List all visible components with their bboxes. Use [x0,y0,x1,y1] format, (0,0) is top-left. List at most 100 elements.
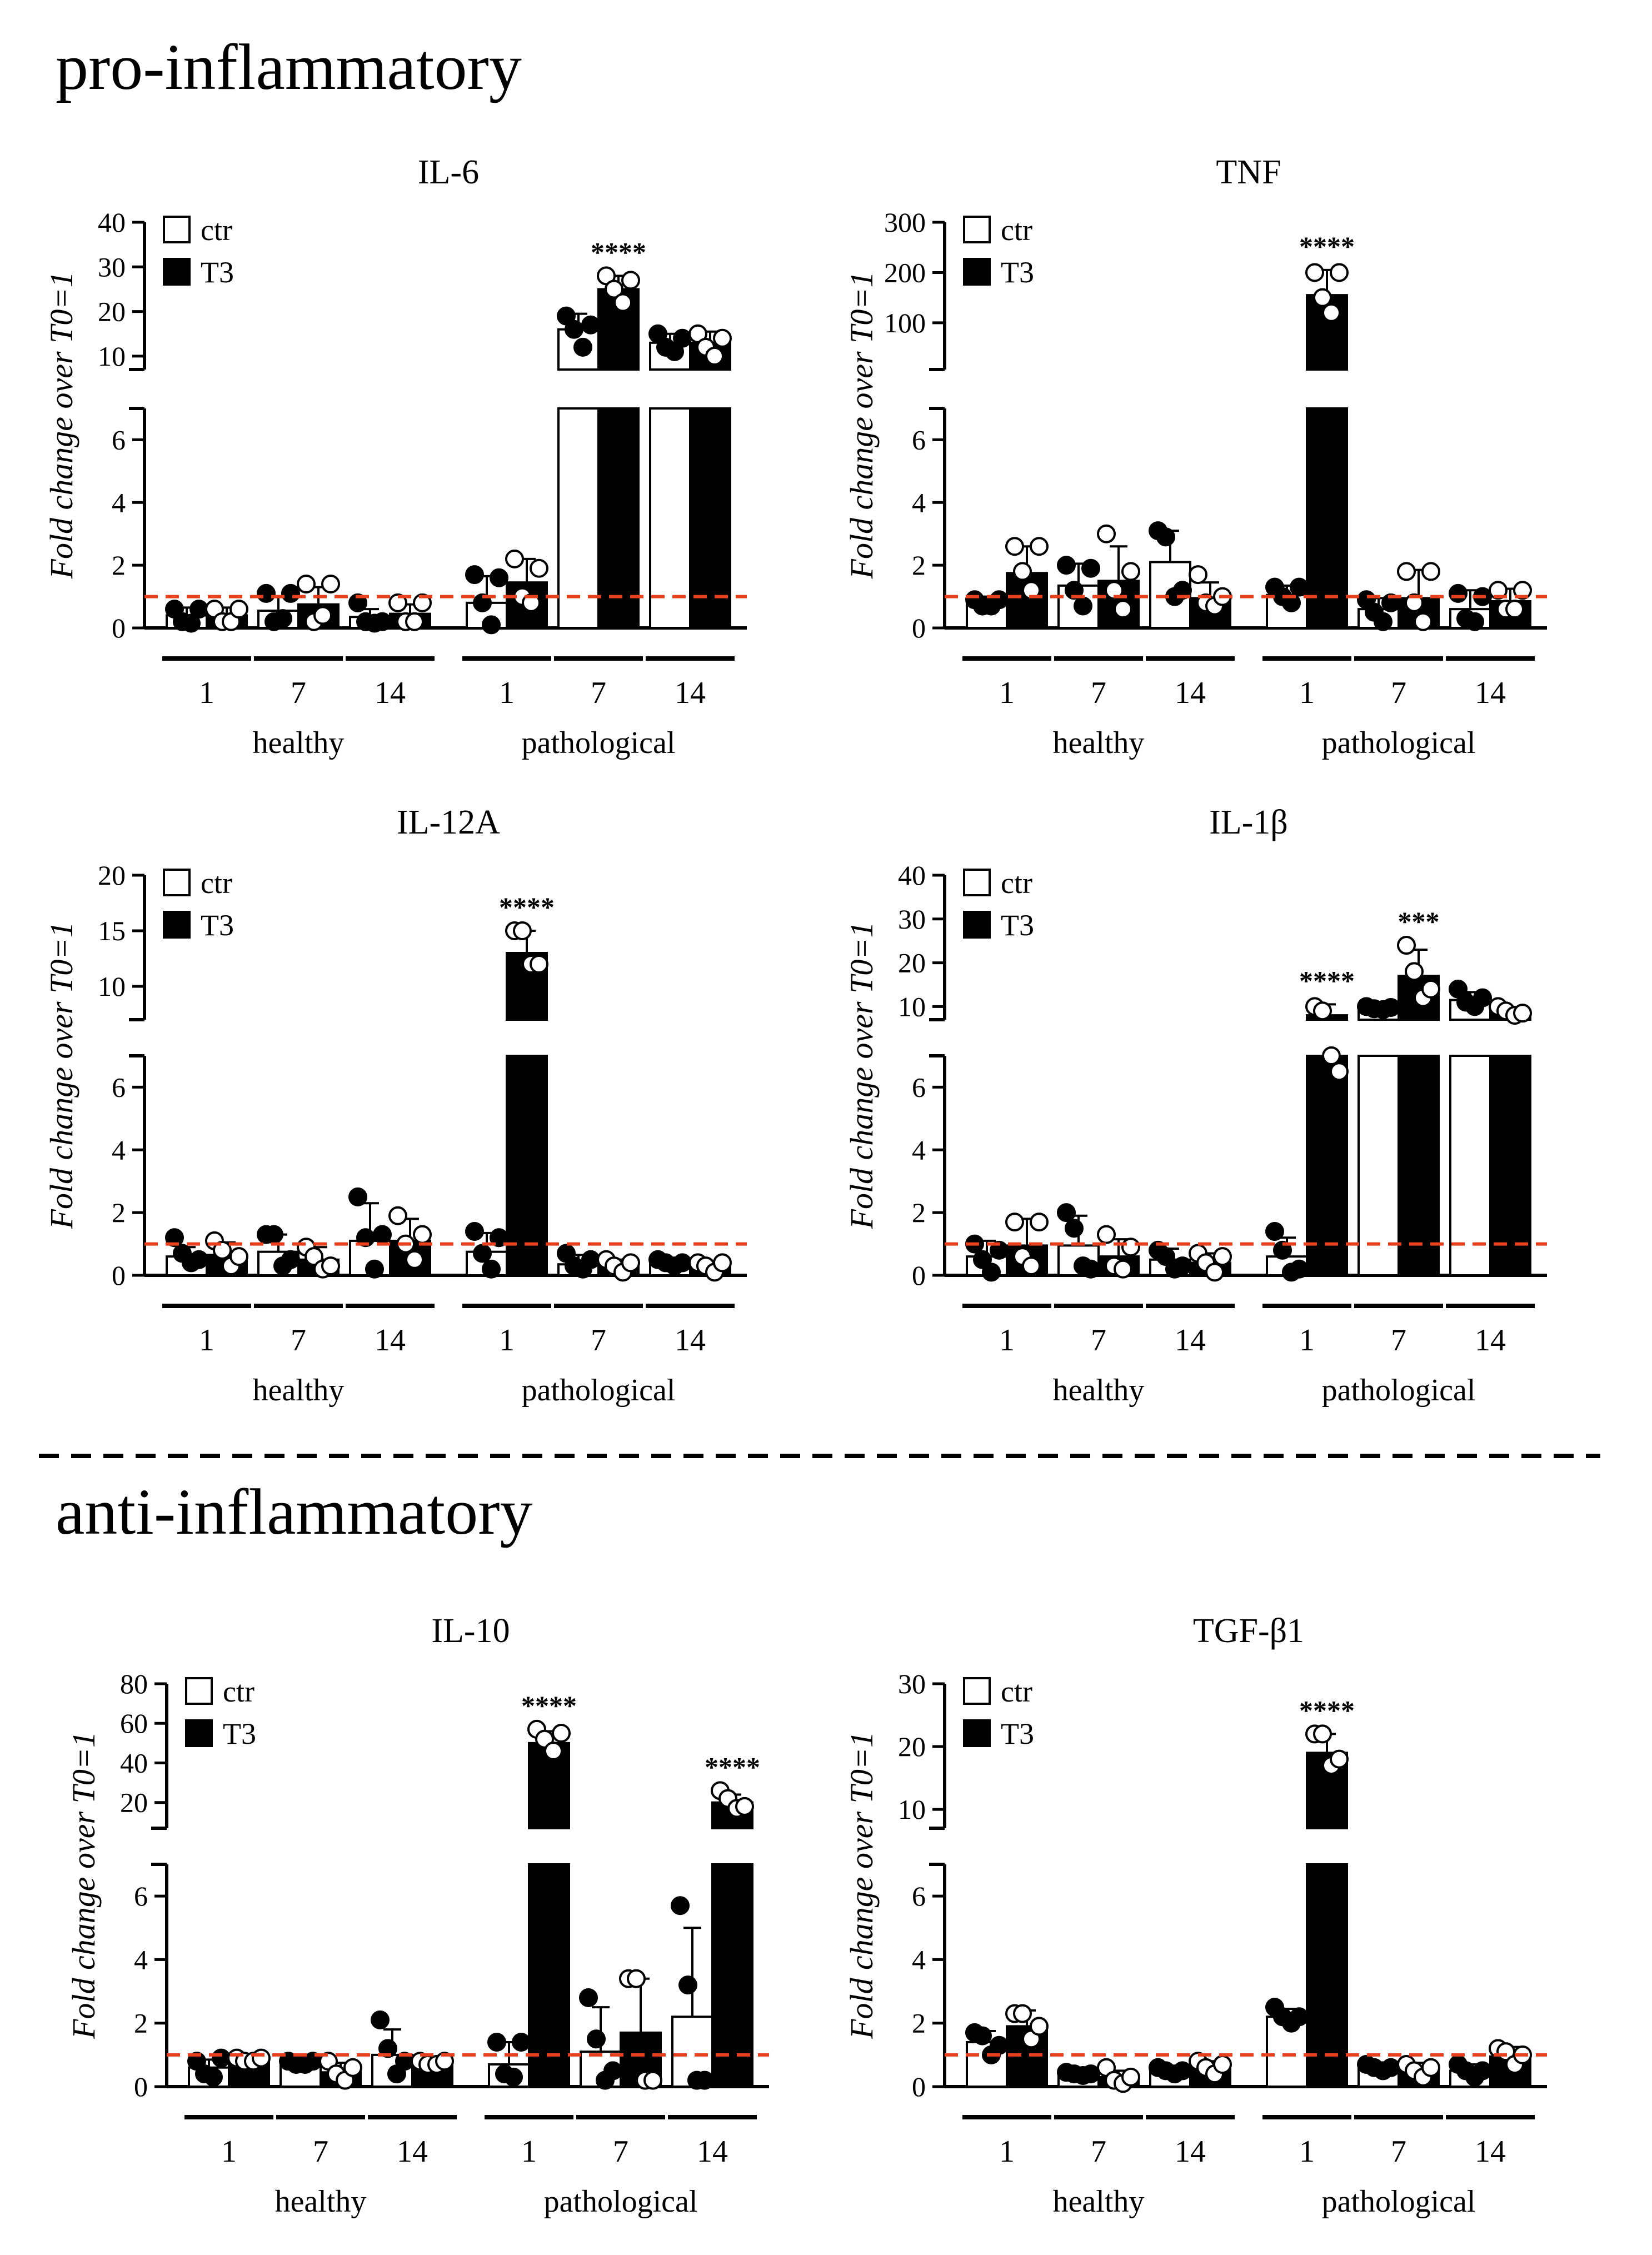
data-point [281,583,300,603]
legend-swatch-ctr [963,869,991,896]
data-point [705,346,724,366]
y-axis-label: Fold change over T0=1 [43,922,79,1230]
bar [689,407,731,629]
data-point [587,2029,606,2049]
group-label-pathological: pathological [1322,2184,1476,2219]
day-label: 7 [591,1323,606,1358]
data-point [1405,962,1424,981]
day-label: 1 [1299,1323,1315,1358]
chart-0: IL-6 Fold change over T0=1 0 2 4 6 10 20 30 40 ***… [43,153,747,760]
bar [528,1863,570,2088]
y-tick-label: 30 [98,251,126,282]
y-tick-label: 6 [912,1071,926,1102]
chart-2: IL-12A Fold change over T0=1 0 2 4 6 10 15 20 ***… [43,804,747,1408]
data-point [1173,581,1192,600]
y-tick-label: 100 [884,307,926,338]
data-point [348,593,367,612]
day-label: 7 [1391,2134,1406,2169]
data-point [373,1225,392,1244]
bar [1306,1055,1348,1276]
section-title-anti: anti-inflammatory [56,1475,533,1548]
data-point [1013,562,1032,581]
data-point [513,921,532,940]
significance-label: **** [1299,231,1355,262]
data-point [504,2067,523,2087]
legend-swatch-t3 [963,911,991,939]
data-point [713,328,732,348]
y-tick-label: 2 [912,2008,926,2039]
legend-swatch-ctr [163,216,191,243]
data-point [189,1250,208,1269]
significance-label: **** [591,236,646,267]
bar [1489,1055,1531,1276]
data-point [213,1240,232,1260]
data-point [982,1263,1001,1282]
data-point [182,613,201,633]
data-point [204,2067,223,2087]
day-label: 14 [1475,1323,1506,1358]
significance-label: *** [1398,906,1440,937]
bar [1449,1055,1491,1276]
y-tick-label: 6 [134,1880,148,1912]
data-point [229,600,248,619]
day-label: 1 [521,2134,537,2169]
data-point [388,1206,407,1225]
data-point [673,328,692,348]
data-point [973,1250,992,1269]
data-point [695,2071,714,2090]
group-label-pathological: pathological [522,726,676,760]
bar [649,407,691,629]
y-axis-label: Fold change over T0=1 [844,922,880,1230]
data-point [1330,1062,1349,1081]
data-point [1005,1213,1024,1232]
group-label-pathological: pathological [544,2184,698,2219]
y-tick-label: 2 [912,1197,926,1228]
y-tick-label: 10 [98,341,126,372]
y-tick-label: 2 [112,1197,126,1228]
data-point [735,1797,754,1816]
day-label: 7 [1091,1323,1106,1358]
legend-swatch-t3 [163,911,191,939]
y-tick-label: 10 [898,1794,926,1825]
data-point [1105,581,1124,600]
y-tick-label: 6 [112,424,126,455]
data-point [1065,581,1084,600]
legend-swatch-ctr [963,1677,991,1705]
group-label-healthy: healthy [1053,1373,1145,1408]
data-point [678,1975,697,1995]
legend-label-ctr: ctr [1001,213,1032,247]
day-label: 1 [221,2134,237,2169]
chart-3: IL-1β Fold change over T0=1 0 2 4 6 10 20 30 40 **… [844,804,1547,1408]
y-tick-label: 60 [120,1708,148,1739]
significance-label: **** [1299,1694,1355,1725]
legend-label-t3: T3 [1001,909,1034,942]
day-label: 14 [1475,676,1506,710]
day-label: 14 [1175,2134,1206,2169]
group-label-healthy: healthy [275,2184,367,2219]
bar [557,407,600,629]
group-label-pathological: pathological [1322,1373,1476,1408]
data-point [522,593,541,612]
data-point [465,565,484,585]
data-point [505,549,524,568]
data-point [530,955,548,974]
data-point [405,1250,424,1269]
group-label-healthy: healthy [253,726,345,760]
y-tick-label: 6 [912,1880,926,1912]
data-point [621,1253,640,1273]
data-point [1465,612,1484,631]
data-point [1374,612,1393,631]
data-point [1156,527,1175,547]
data-point [673,1253,692,1273]
data-point [465,1222,484,1241]
data-point [378,2039,397,2058]
data-point [1213,1247,1232,1266]
bar [1306,1863,1348,2088]
data-point [1030,537,1049,556]
data-point [435,2052,454,2071]
day-label: 7 [591,676,606,710]
y-axis-label: Fold change over T0=1 [844,1732,880,2039]
data-point [305,1247,323,1266]
